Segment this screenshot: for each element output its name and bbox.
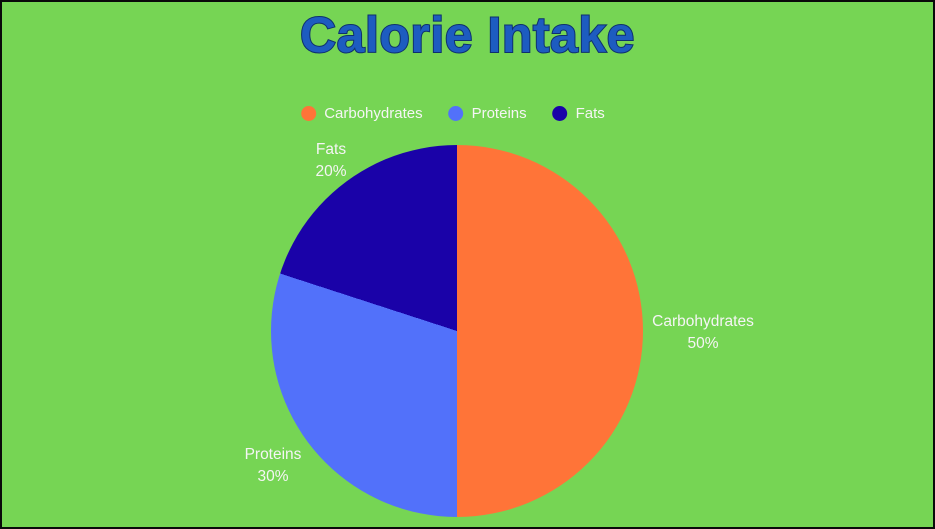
legend-label-carbohydrates: Carbohydrates — [324, 105, 423, 122]
slice-label-proteins-value: 30% — [257, 468, 289, 485]
slice-label-carbohydrates-name: Carbohydrates — [652, 313, 754, 330]
slice-label-fats-value: 20% — [315, 163, 347, 180]
slice-label-proteins-name: Proteins — [244, 446, 302, 463]
proteins-swatch-icon — [448, 106, 464, 121]
slice-label-fats: Fats 20% — [315, 139, 346, 183]
carbohydrates-swatch-icon — [301, 106, 317, 121]
legend-label-proteins: Proteins — [471, 105, 527, 122]
fats-swatch-icon — [552, 106, 568, 121]
legend: Carbohydrates Proteins Fats — [301, 105, 605, 122]
slice-label-carbohydrates: Carbohydrates 50% — [652, 311, 754, 355]
pie-chart — [271, 145, 643, 517]
legend-item-carbohydrates: Carbohydrates — [301, 105, 423, 122]
slice-label-carbohydrates-value: 50% — [687, 335, 719, 352]
legend-item-fats: Fats — [552, 105, 605, 122]
slice-label-proteins: Proteins 30% — [245, 444, 302, 488]
chart-title: Calorie Intake — [299, 6, 635, 64]
slice-label-fats-name: Fats — [315, 141, 347, 158]
legend-item-proteins: Proteins — [448, 105, 527, 122]
legend-label-fats: Fats — [575, 105, 605, 122]
